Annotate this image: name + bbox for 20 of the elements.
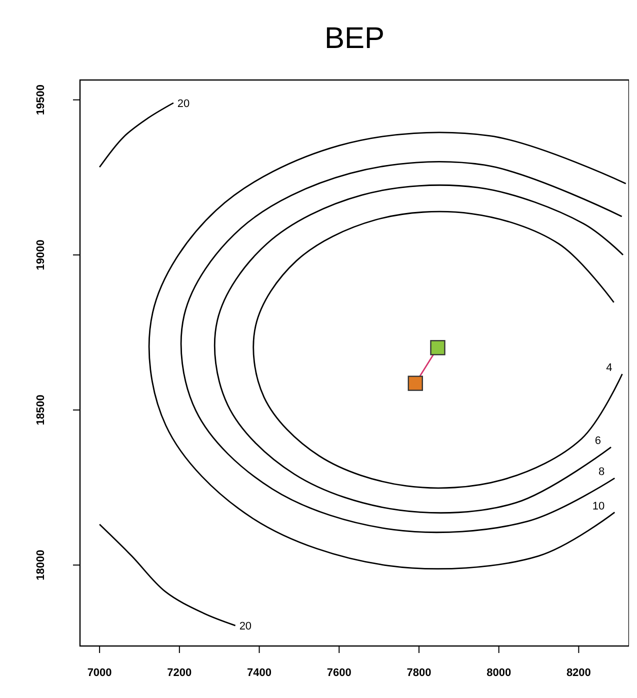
x-tick-label: 7400 xyxy=(247,667,272,679)
x-tick-label: 7000 xyxy=(87,667,112,679)
x-tick-label: 7200 xyxy=(167,667,192,679)
y-tick-label: 18000 xyxy=(35,550,47,580)
x-tick-label: 8000 xyxy=(486,667,512,679)
series-label: 4 xyxy=(606,362,612,374)
line-series xyxy=(98,524,236,626)
y-tick-label: 19500 xyxy=(35,84,47,116)
x-tick-label: 8200 xyxy=(566,667,591,679)
series-label: 20 xyxy=(239,620,252,633)
series-label: 20 xyxy=(177,98,190,110)
y-tick-label: 19000 xyxy=(35,240,47,270)
series-label: 6 xyxy=(594,435,602,448)
x-tick-label: 7600 xyxy=(326,667,352,679)
x-tick-label: 7800 xyxy=(406,667,432,679)
series-label: 10 xyxy=(592,500,605,512)
chart-title: BEP xyxy=(324,22,385,55)
line-series xyxy=(98,102,174,168)
y-tick-label: 18500 xyxy=(35,394,47,426)
series-label: 8 xyxy=(598,466,605,478)
